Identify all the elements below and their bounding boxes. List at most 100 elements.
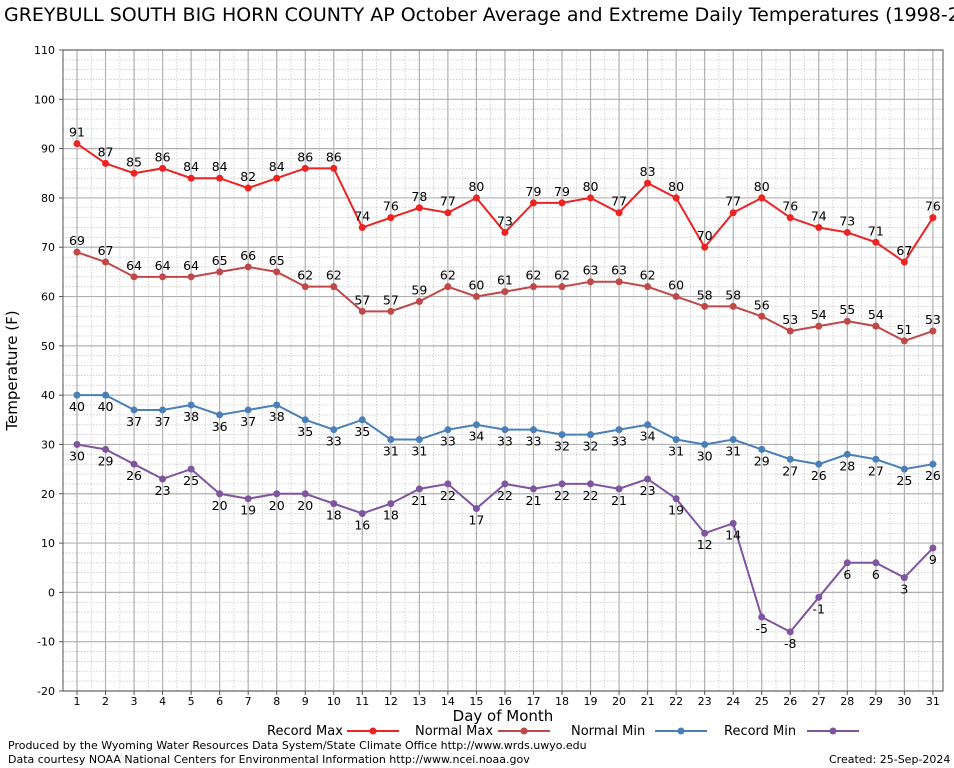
data-point xyxy=(558,431,566,439)
data-label: 30 xyxy=(69,448,85,463)
y-tick-label: -20 xyxy=(37,685,55,698)
data-label: 57 xyxy=(383,292,399,307)
legend-entry-record-max: Record Max xyxy=(267,724,399,739)
y-tick-label: 100 xyxy=(34,93,55,106)
data-point xyxy=(216,411,224,419)
data-point xyxy=(843,228,851,236)
data-point xyxy=(558,480,566,488)
y-tick-label: 110 xyxy=(34,44,55,57)
data-point xyxy=(301,283,309,291)
data-point xyxy=(729,209,737,217)
data-label: 14 xyxy=(725,527,741,542)
data-point xyxy=(900,337,908,345)
x-tick-label: 4 xyxy=(159,695,166,708)
data-point xyxy=(130,273,138,281)
data-label: 37 xyxy=(155,414,171,429)
data-point xyxy=(358,307,366,315)
data-label: 84 xyxy=(183,159,199,174)
data-label: 65 xyxy=(212,253,228,268)
data-point xyxy=(358,416,366,424)
data-label: 80 xyxy=(754,179,770,194)
data-point xyxy=(872,322,880,330)
data-point xyxy=(701,302,709,310)
data-point xyxy=(672,194,680,202)
data-label: 56 xyxy=(754,297,770,312)
data-label: 74 xyxy=(354,209,370,224)
data-point xyxy=(330,426,338,434)
data-label: -1 xyxy=(813,601,825,616)
data-point xyxy=(444,283,452,291)
y-tick-label: 10 xyxy=(41,537,55,550)
data-label: 87 xyxy=(98,144,114,159)
data-point xyxy=(187,174,195,182)
data-label: 69 xyxy=(69,233,85,248)
data-point xyxy=(701,243,709,251)
x-tick-label: 13 xyxy=(412,695,426,708)
series-record-min: 30 29 26 23 25 20 19 20 20 18 16 18 21 22 17 22 21 22 22 21… xyxy=(69,440,937,651)
y-axis-label: Temperature (F) xyxy=(3,310,21,431)
data-point xyxy=(900,574,908,582)
data-point xyxy=(501,288,509,296)
data-point xyxy=(758,613,766,621)
y-tick-label: -10 xyxy=(37,636,55,649)
data-label: 57 xyxy=(354,292,370,307)
data-point xyxy=(786,628,794,636)
data-point xyxy=(73,391,81,399)
data-point xyxy=(387,214,395,222)
data-label: 77 xyxy=(725,194,741,209)
data-point xyxy=(587,480,595,488)
data-label: 64 xyxy=(126,258,142,273)
data-label: 33 xyxy=(326,434,342,449)
x-tick-label: 2 xyxy=(102,695,109,708)
data-label: 29 xyxy=(98,453,114,468)
footer-source: Data courtesy NOAA National Centers for … xyxy=(8,753,530,766)
data-point xyxy=(102,445,110,453)
x-tick-label: 11 xyxy=(355,695,369,708)
legend-entry-normal-max: Normal Max xyxy=(415,724,550,739)
data-label: 51 xyxy=(896,322,912,337)
data-label: 40 xyxy=(69,399,85,414)
data-label: 38 xyxy=(269,409,285,424)
data-label: 26 xyxy=(811,468,827,483)
data-label: 31 xyxy=(383,444,399,459)
data-point xyxy=(672,293,680,301)
data-point xyxy=(558,199,566,207)
chart-title: GREYBULL SOUTH BIG HORN COUNTY AP Octobe… xyxy=(4,4,954,26)
legend-marker xyxy=(369,727,377,735)
data-point xyxy=(701,529,709,537)
y-tick-label: 80 xyxy=(41,192,55,205)
data-label: 76 xyxy=(782,199,798,214)
data-point xyxy=(615,426,623,434)
data-label: 60 xyxy=(668,278,684,293)
data-label: 86 xyxy=(297,149,313,164)
y-tick-label: 30 xyxy=(41,438,55,451)
x-tick-label: 31 xyxy=(926,695,940,708)
legend-label: Record Min xyxy=(724,724,796,739)
data-point xyxy=(159,273,167,281)
data-label: 28 xyxy=(839,458,855,473)
data-label: 20 xyxy=(269,498,285,513)
data-label: 78 xyxy=(411,189,427,204)
series-normal-min: 40 40 37 37 38 36 37 38 35 33 35 31 31 33 34 33 33 32 32 33… xyxy=(69,391,941,488)
data-label: 34 xyxy=(640,429,656,444)
data-label: 34 xyxy=(468,429,484,444)
data-point xyxy=(387,500,395,508)
data-point xyxy=(415,485,423,493)
data-label: 65 xyxy=(269,253,285,268)
x-tick-label: 9 xyxy=(302,695,309,708)
data-point xyxy=(872,238,880,246)
data-label: 62 xyxy=(526,268,542,283)
data-label: 27 xyxy=(782,463,798,478)
data-label: 21 xyxy=(411,493,427,508)
data-point xyxy=(472,421,480,429)
data-label: 3 xyxy=(900,582,908,597)
series-normal-max: 69 67 64 64 64 65 66 65 62 62 57 57 59 62 60 61 62 62 63 63… xyxy=(69,233,941,345)
x-tick-label: 26 xyxy=(783,695,797,708)
data-point xyxy=(501,426,509,434)
data-point xyxy=(872,559,880,567)
data-label: 33 xyxy=(611,434,627,449)
data-point xyxy=(815,593,823,601)
data-point xyxy=(929,214,937,222)
data-label: 25 xyxy=(183,473,199,488)
